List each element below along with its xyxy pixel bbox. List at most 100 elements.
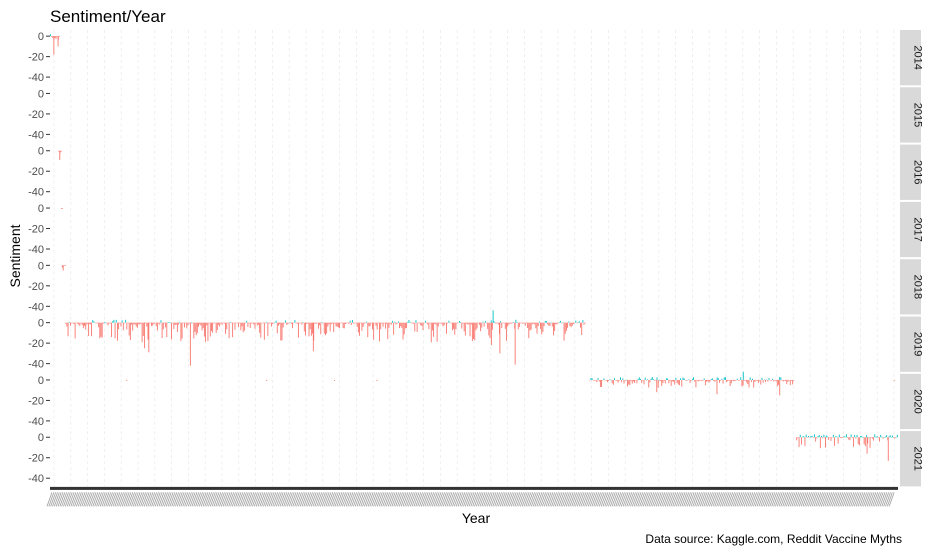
x-tick-label-mark xyxy=(422,492,429,507)
bar xyxy=(356,322,358,327)
bar xyxy=(688,379,690,380)
bar xyxy=(58,150,60,152)
bar xyxy=(254,322,256,329)
bar xyxy=(403,322,405,335)
bar xyxy=(823,434,825,438)
x-tick-label-mark xyxy=(193,492,200,507)
x-tick-label-mark xyxy=(820,492,827,507)
bar xyxy=(811,435,813,438)
bar xyxy=(109,322,111,324)
bar xyxy=(433,322,435,337)
bar xyxy=(689,379,691,383)
bar xyxy=(888,436,890,438)
x-tick-label-mark xyxy=(325,492,332,507)
bar xyxy=(527,322,529,328)
bar xyxy=(454,322,456,335)
x-tick-label-mark xyxy=(547,492,554,507)
y-tick-label: -20 xyxy=(28,109,44,121)
x-tick-label-mark xyxy=(743,492,750,507)
bar xyxy=(292,322,294,329)
x-tick-label-mark xyxy=(215,492,222,507)
bar xyxy=(322,322,324,324)
x-tick-label-mark xyxy=(694,492,701,507)
x-tick-label-mark xyxy=(59,492,66,507)
x-tick-label-mark xyxy=(50,492,57,507)
bar xyxy=(853,437,854,447)
x-tick-label-mark xyxy=(259,492,266,507)
x-tick-label-mark xyxy=(103,492,110,507)
x-tick-label-mark xyxy=(428,492,435,507)
bars-2016 xyxy=(58,150,62,160)
x-tick-label-mark xyxy=(97,492,104,507)
bar xyxy=(627,379,628,387)
bar xyxy=(675,377,677,380)
bar xyxy=(69,322,71,326)
bar xyxy=(139,322,141,325)
bar xyxy=(760,379,762,385)
bar xyxy=(827,436,828,438)
bar xyxy=(520,322,522,324)
bar xyxy=(644,377,646,380)
bar xyxy=(477,322,479,324)
x-tick-label-mark xyxy=(375,492,381,507)
bar xyxy=(538,321,540,323)
bar xyxy=(730,379,732,384)
x-tick-label-mark xyxy=(439,492,446,507)
bar xyxy=(649,379,651,383)
bar xyxy=(285,320,286,323)
x-tick-label-mark xyxy=(341,492,348,507)
x-tick-label-mark xyxy=(828,492,835,507)
bar xyxy=(529,322,531,331)
bar xyxy=(893,437,895,438)
bar xyxy=(303,322,305,332)
x-tick-label-mark xyxy=(239,492,246,507)
bar xyxy=(89,322,91,325)
bar xyxy=(488,322,490,336)
bar xyxy=(745,379,746,381)
bar xyxy=(238,322,239,328)
bar xyxy=(850,434,852,438)
panel-background xyxy=(50,87,898,143)
facet-strip xyxy=(900,30,921,86)
bar xyxy=(116,322,118,341)
bar xyxy=(860,435,862,438)
x-tick-label-mark xyxy=(220,492,227,507)
x-tick-label-mark xyxy=(734,492,741,507)
y-tick-label: -40 xyxy=(28,473,44,485)
x-tick-label-mark xyxy=(94,492,101,507)
x-tick-label-mark xyxy=(387,492,394,507)
bar xyxy=(601,379,603,387)
bar xyxy=(832,434,834,438)
x-tick-label-mark xyxy=(819,492,825,507)
bar xyxy=(653,379,654,380)
x-tick-label-mark xyxy=(398,492,405,507)
bar xyxy=(400,322,402,327)
x-tick-label-mark xyxy=(844,492,851,507)
bar xyxy=(344,322,346,324)
x-tick-label-mark xyxy=(716,492,723,507)
facet-strip-label: 2019 xyxy=(912,332,924,356)
bar xyxy=(570,322,572,328)
bar xyxy=(599,379,601,388)
bar xyxy=(714,379,716,382)
x-tick-label-mark xyxy=(459,492,466,507)
x-tick-label-mark xyxy=(180,492,187,507)
bar xyxy=(687,379,689,381)
bar xyxy=(524,322,526,326)
x-axis-tick-band xyxy=(50,486,898,490)
x-tick-label-mark xyxy=(138,492,145,507)
x-tick-label-mark xyxy=(63,492,69,507)
bar xyxy=(662,379,664,384)
x-tick-label-mark xyxy=(296,492,302,507)
x-tick-label-mark xyxy=(176,492,183,507)
bar xyxy=(635,379,637,381)
x-tick-label-mark xyxy=(488,492,495,507)
bar xyxy=(516,322,518,323)
x-tick-label-mark xyxy=(338,492,345,507)
x-tick-label-mark xyxy=(99,492,106,507)
bar xyxy=(428,322,430,330)
facet-strip xyxy=(900,373,921,430)
bar xyxy=(799,434,801,438)
x-tick-label-mark xyxy=(494,492,501,507)
x-tick-label-mark xyxy=(66,492,73,507)
